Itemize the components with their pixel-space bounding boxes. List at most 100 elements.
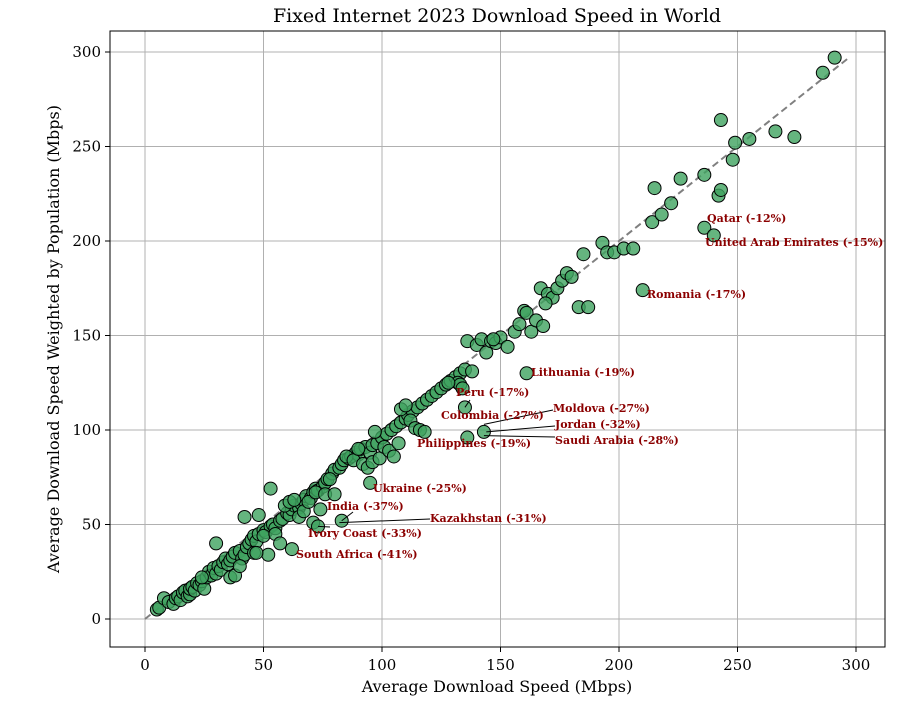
data-points bbox=[149, 50, 842, 617]
data-point bbox=[284, 542, 299, 557]
y-tick-label: 300 bbox=[72, 43, 101, 61]
data-point bbox=[363, 475, 378, 490]
data-point bbox=[327, 487, 342, 502]
x-tick-label: 250 bbox=[723, 656, 752, 674]
data-point bbox=[654, 207, 669, 222]
y-axis-label: Average Download Speed Weighted by Popul… bbox=[44, 105, 63, 574]
annotation-label: Ivory Coast (-33%) bbox=[308, 527, 422, 540]
annotation-label: South Africa (-41%) bbox=[296, 548, 418, 561]
annotation-label: Ukraine (-25%) bbox=[373, 482, 467, 495]
data-point bbox=[209, 536, 224, 551]
annotation-label: Philippines (-19%) bbox=[417, 437, 531, 450]
annotation-label: Qatar (-12%) bbox=[707, 212, 786, 225]
x-tick-label: 50 bbox=[254, 656, 273, 674]
data-point bbox=[768, 124, 783, 139]
data-point bbox=[441, 375, 456, 390]
annotation-label: United Arab Emirates (-15%) bbox=[705, 236, 883, 249]
data-point bbox=[647, 181, 662, 196]
annotation-label: Romania (-17%) bbox=[647, 288, 746, 301]
data-point bbox=[273, 536, 288, 551]
data-point bbox=[664, 196, 679, 211]
plot-frame bbox=[109, 30, 886, 648]
x-tick-label: 200 bbox=[605, 656, 634, 674]
data-point bbox=[728, 135, 743, 150]
data-point bbox=[391, 436, 406, 451]
data-point bbox=[249, 545, 264, 560]
data-point bbox=[742, 131, 757, 146]
data-point bbox=[581, 300, 596, 315]
data-point bbox=[256, 528, 271, 543]
data-point bbox=[815, 65, 830, 80]
data-point bbox=[713, 182, 728, 197]
data-point bbox=[697, 220, 712, 235]
data-point bbox=[635, 283, 650, 298]
x-tick-label: 150 bbox=[486, 656, 515, 674]
data-point bbox=[827, 50, 842, 65]
data-point bbox=[697, 167, 712, 182]
annotation-arrow bbox=[341, 511, 354, 522]
data-point bbox=[519, 305, 534, 320]
data-point bbox=[486, 332, 501, 347]
data-point bbox=[251, 508, 266, 523]
data-point bbox=[564, 269, 579, 284]
data-point bbox=[301, 494, 316, 509]
data-point bbox=[706, 228, 721, 243]
annotation-arrow bbox=[339, 518, 431, 524]
data-point bbox=[645, 215, 660, 230]
y-tick-label: 50 bbox=[82, 516, 101, 534]
annotation-label: Peru (-17%) bbox=[456, 386, 529, 399]
annotation-arrow bbox=[317, 525, 331, 528]
annotation-label: Kazakhstan (-31%) bbox=[430, 512, 547, 525]
data-point bbox=[197, 581, 212, 596]
annotation-label: Saudi Arabia (-28%) bbox=[555, 434, 679, 447]
data-point bbox=[673, 171, 688, 186]
data-point bbox=[386, 449, 401, 464]
data-point bbox=[460, 430, 475, 445]
y-tick-label: 150 bbox=[72, 327, 101, 345]
data-point bbox=[313, 502, 328, 517]
x-tick-label: 100 bbox=[368, 656, 397, 674]
grid bbox=[110, 31, 885, 647]
data-point bbox=[351, 441, 366, 456]
x-tick-label: 0 bbox=[140, 656, 150, 674]
data-point bbox=[322, 472, 337, 487]
annotations: Qatar (-12%) United Arab Emirates (-15%) R… bbox=[296, 212, 883, 561]
data-point bbox=[287, 492, 302, 507]
y-tick-label: 200 bbox=[72, 232, 101, 250]
data-point bbox=[465, 364, 480, 379]
y-tick-label: 250 bbox=[72, 138, 101, 156]
data-point bbox=[500, 339, 515, 354]
x-tick-label: 300 bbox=[842, 656, 871, 674]
x-ticks: 0 50 100 150 200 250 300 bbox=[140, 647, 870, 674]
annotation-arrow bbox=[483, 435, 556, 438]
x-axis-label: Average Download Speed (Mbps) bbox=[361, 677, 633, 696]
data-point bbox=[536, 319, 551, 334]
data-point bbox=[713, 113, 728, 128]
data-point bbox=[417, 424, 432, 439]
annotation-label: Colombia (-27%) bbox=[441, 409, 544, 422]
data-point bbox=[725, 152, 740, 167]
data-point bbox=[519, 366, 534, 381]
data-point bbox=[455, 381, 470, 396]
reference-line bbox=[144, 56, 850, 620]
data-point bbox=[538, 296, 553, 311]
annotation-arrow bbox=[483, 409, 554, 425]
data-point bbox=[398, 398, 413, 413]
annotation-label: India (-37%) bbox=[327, 500, 404, 513]
y-tick-label: 100 bbox=[72, 421, 101, 439]
data-point bbox=[194, 570, 209, 585]
data-point bbox=[576, 247, 591, 262]
data-point bbox=[263, 481, 278, 496]
y-ticks: 0 50 100 150 200 250 300 bbox=[72, 43, 110, 628]
data-point bbox=[626, 241, 641, 256]
y-tick-label: 0 bbox=[91, 610, 101, 628]
annotation-arrow bbox=[464, 399, 471, 408]
data-point bbox=[512, 317, 527, 332]
data-point bbox=[367, 424, 382, 439]
chart-title: Fixed Internet 2023 Download Speed in Wo… bbox=[273, 5, 721, 27]
data-point bbox=[787, 130, 802, 145]
data-point bbox=[237, 509, 252, 524]
data-point bbox=[261, 547, 276, 562]
annotation-label: Moldova (-27%) bbox=[553, 402, 650, 415]
